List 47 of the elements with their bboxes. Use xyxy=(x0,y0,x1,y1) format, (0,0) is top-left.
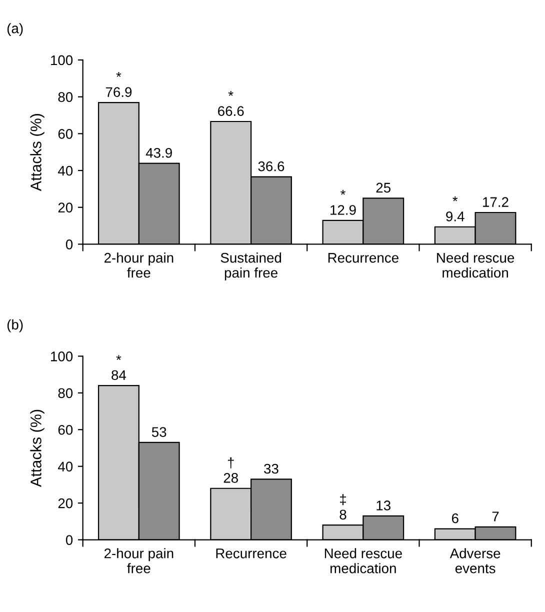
text: (b) xyxy=(7,319,23,332)
data-label: 13 xyxy=(376,500,390,510)
text: (a) xyxy=(7,23,23,36)
data-label: 6 xyxy=(452,513,458,524)
annotation: * xyxy=(116,72,122,77)
annotation: * xyxy=(228,91,234,96)
x-tick-label: Recurrence xyxy=(328,253,398,263)
data-label: 7 xyxy=(492,512,499,522)
y-tick-label: 20 xyxy=(58,202,73,213)
x-tick-label: Need rescue medication xyxy=(324,548,402,574)
y-tick-label: 20 xyxy=(58,498,73,508)
y-tick-label: 40 xyxy=(58,166,73,176)
y-tick-label: 60 xyxy=(58,128,73,139)
data-label: 43.9 xyxy=(146,148,172,158)
annotation: * xyxy=(340,190,346,195)
data-label: 25 xyxy=(376,182,390,193)
y-tick-label: 100 xyxy=(51,55,73,66)
data-label: 33 xyxy=(264,464,278,474)
x-tick-label: Sustained pain free xyxy=(220,252,282,280)
y-axis-title: Attacks (%) xyxy=(30,410,44,487)
data-label: 9.4 xyxy=(446,212,464,222)
data-label: 8 xyxy=(340,510,346,520)
x-tick-label: Adverse events xyxy=(450,548,500,574)
data-label: 66.6 xyxy=(218,106,244,116)
data-label: 53 xyxy=(152,427,166,437)
data-label: 84 xyxy=(112,370,126,380)
y-tick-label: 0 xyxy=(66,535,73,545)
data-label: 17.2 xyxy=(483,197,508,207)
y-tick-label: 100 xyxy=(51,352,73,362)
x-tick-label: Need rescue medication xyxy=(437,252,514,278)
data-label: 28 xyxy=(224,473,238,483)
data-label: 76.9 xyxy=(106,87,132,98)
annotation: * xyxy=(452,196,458,202)
y-tick-label: 80 xyxy=(58,92,73,102)
annotation: * xyxy=(116,355,122,360)
data-label: 12.9 xyxy=(330,205,356,215)
annotation: † xyxy=(228,457,234,468)
x-tick-label: 2-hour pain free xyxy=(104,548,174,574)
y-tick-label: 0 xyxy=(66,240,73,250)
data-label: 36.6 xyxy=(258,161,284,172)
y-axis-title: Attacks (%) xyxy=(30,114,44,192)
annotation: ‡ xyxy=(340,494,346,506)
x-tick-label: 2-hour pain free xyxy=(104,252,174,278)
y-tick-label: 40 xyxy=(58,462,73,472)
y-tick-label: 60 xyxy=(58,424,73,435)
x-tick-label: Recurrence xyxy=(216,548,286,558)
y-tick-label: 80 xyxy=(58,388,73,398)
